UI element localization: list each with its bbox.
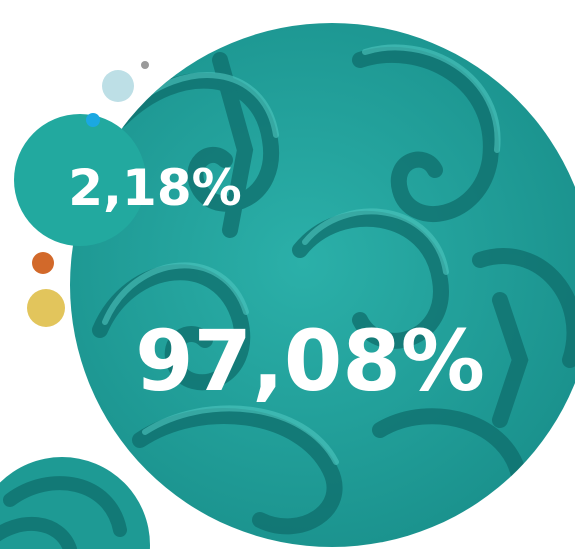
dot — [32, 252, 54, 274]
small-share-circle — [14, 114, 146, 246]
dot — [102, 70, 134, 102]
small-percentage: 2,18% — [68, 159, 241, 217]
large-percentage: 97,08% — [135, 312, 485, 410]
patterned-circle — [70, 23, 575, 547]
dot — [86, 113, 100, 127]
dot — [141, 61, 149, 69]
corner-circle — [0, 457, 150, 549]
dot — [27, 289, 65, 327]
